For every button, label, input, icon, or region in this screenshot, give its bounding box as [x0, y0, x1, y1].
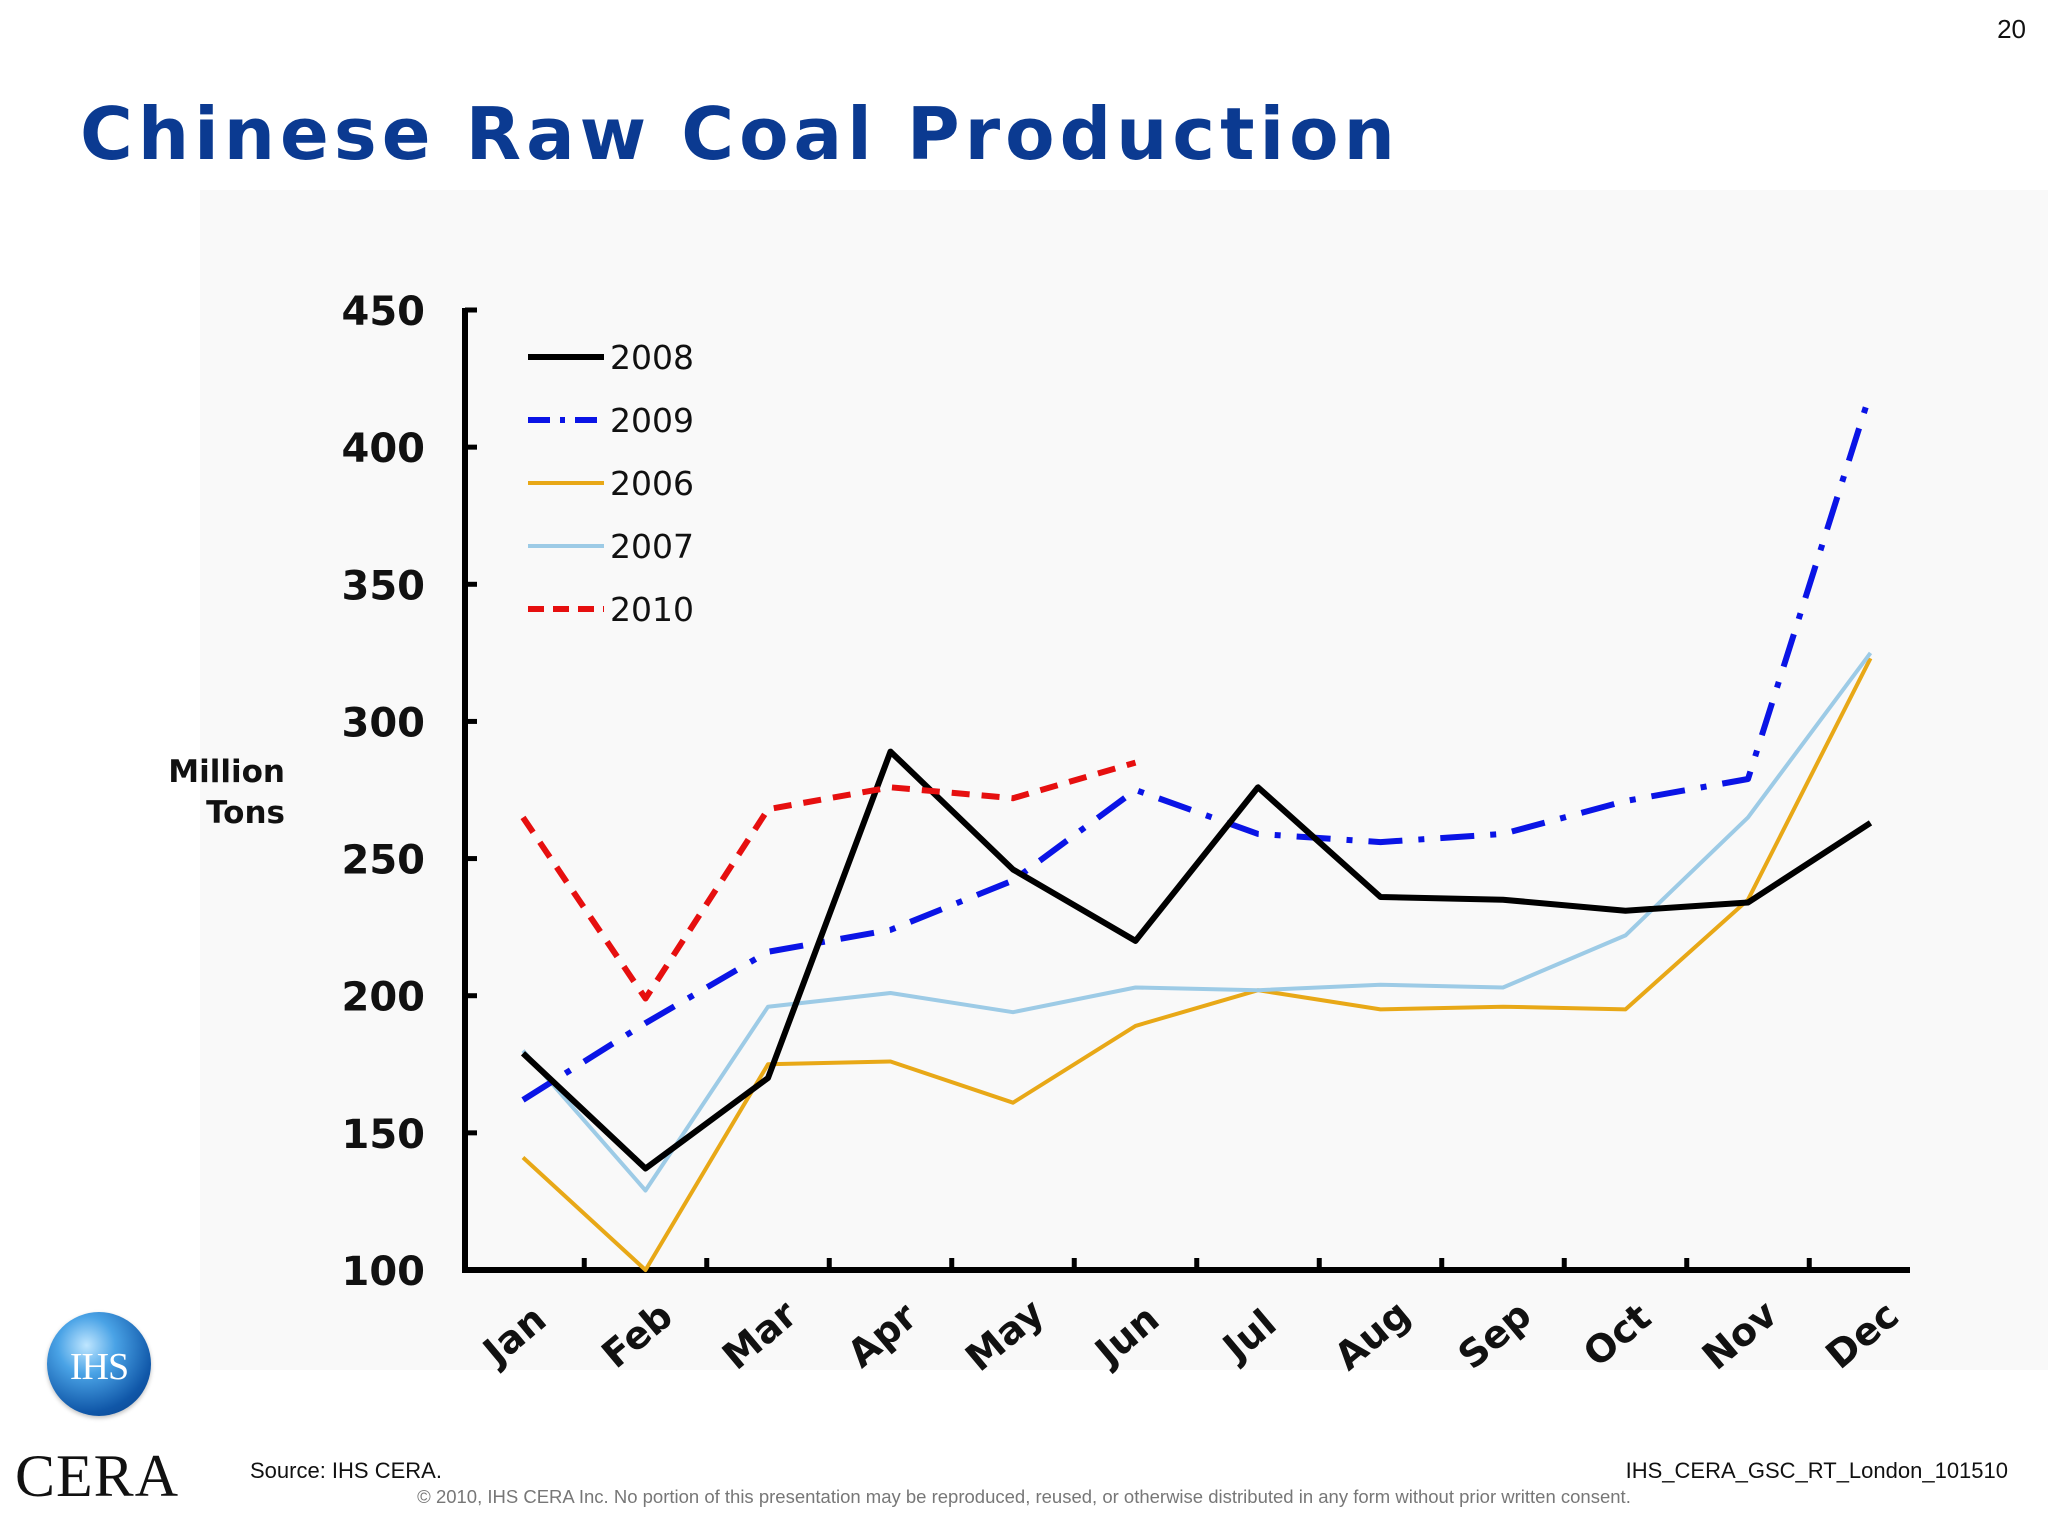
legend-label-2009: 2009 [610, 401, 694, 440]
x-tick-label: Aug [1326, 1291, 1418, 1378]
series-line-2008 [520, 748, 1873, 1172]
legend-label-2007: 2007 [610, 527, 694, 566]
x-tick-label: Nov [1694, 1291, 1786, 1378]
series-line-2010 [520, 759, 1137, 1002]
legend-label-2008: 2008 [610, 338, 694, 377]
series-line-2006 [521, 657, 1873, 1272]
y-tick-label: 450 [342, 289, 426, 335]
series-line-2007 [521, 651, 1873, 1193]
y-tick-label: 200 [342, 975, 426, 1021]
document-id: IHS_CERA_GSC_RT_London_101510 [1625, 1458, 2008, 1483]
legend-label-2010: 2010 [610, 590, 694, 629]
series-line-2009 [521, 391, 1874, 1103]
x-tick-label: Jun [1085, 1296, 1168, 1376]
cera-logo: CERA [15, 1443, 180, 1509]
y-tick-label: 350 [342, 563, 426, 609]
x-tick-label: May [957, 1290, 1052, 1380]
ihs-logo: IHS [47, 1312, 151, 1416]
y-tick-label: 150 [342, 1112, 426, 1158]
x-tick-label: Jul [1212, 1301, 1284, 1371]
page-title: Chinese Raw Coal Production [80, 92, 1400, 176]
copyright-notice: © 2010, IHS CERA Inc. No portion of this… [417, 1486, 1631, 1507]
ihs-logo-text: IHS [69, 1346, 129, 1388]
x-tick-label: Mar [714, 1292, 805, 1379]
y-tick-label: 300 [342, 700, 426, 746]
x-tick-label: Apr [839, 1294, 925, 1376]
x-tick-label: Sep [1450, 1292, 1540, 1377]
y-tick-label: 400 [342, 426, 426, 472]
y-tick-label: 100 [342, 1249, 426, 1295]
x-tick-label: Feb [593, 1293, 681, 1376]
x-tick-label: Dec [1817, 1293, 1906, 1378]
x-tick-label: Jan [473, 1297, 555, 1376]
y-axis-label: Million Tons [168, 754, 285, 831]
legend-label-2006: 2006 [610, 464, 694, 503]
source-note: Source: IHS CERA. [250, 1458, 442, 1483]
y-tick-label: 250 [342, 838, 426, 884]
x-tick-label: Oct [1575, 1295, 1659, 1376]
slide-number: 20 [1997, 14, 2026, 44]
